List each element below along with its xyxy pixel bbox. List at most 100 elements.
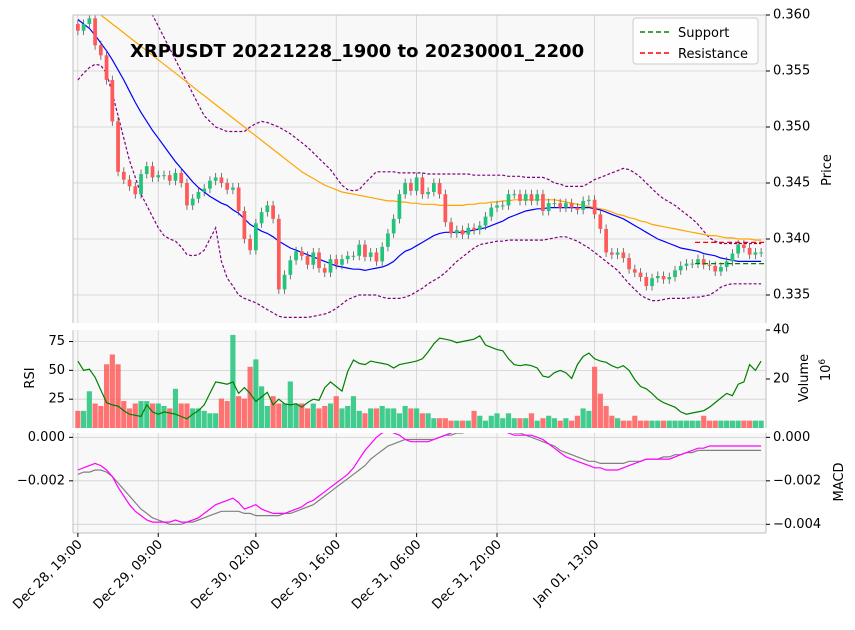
candle-down — [179, 172, 184, 183]
candle-up — [523, 194, 528, 201]
candle-up — [696, 259, 700, 264]
chart-title: XRPUSDT 20221228_1900 to 20230001_2200 — [130, 41, 584, 62]
candle-down — [420, 177, 425, 195]
candlesticks — [76, 15, 763, 294]
volume-bar — [431, 418, 437, 428]
candle-up — [535, 194, 540, 201]
candle-down — [225, 183, 230, 190]
price-tick-label: 0.340 — [773, 232, 810, 247]
volume-bar — [557, 420, 563, 428]
candle-up — [368, 252, 373, 257]
volume-bar — [327, 403, 334, 428]
volume-bar — [718, 420, 724, 428]
candle-up — [403, 183, 408, 195]
rsi-tick-label: 50 — [48, 363, 65, 378]
volume-bar — [511, 418, 517, 428]
legend-support-label: Support — [678, 26, 729, 41]
volume-bar — [482, 420, 489, 428]
volume-bar — [356, 410, 362, 428]
candle-up — [231, 187, 235, 190]
candle-down — [363, 244, 367, 257]
candle-down — [472, 227, 476, 231]
bollinger-upper-line — [151, 15, 762, 245]
volume-bar — [385, 408, 391, 428]
volume-bar — [626, 420, 632, 428]
candle-up — [552, 203, 557, 205]
candle-up — [288, 260, 293, 275]
candle-up — [506, 194, 511, 206]
rsi-tick-label: 25 — [48, 392, 65, 407]
candle-up — [162, 175, 166, 177]
volume-bar — [304, 408, 311, 428]
volume-bar — [729, 420, 736, 428]
volume-bar — [419, 413, 425, 428]
volume-bar — [660, 420, 667, 428]
volume-bar — [758, 420, 764, 428]
candle-up — [294, 251, 298, 261]
volume-bar — [672, 420, 678, 428]
candle-down — [449, 222, 453, 234]
sma-slow-line — [99, 15, 762, 241]
price-axis-label: Price — [820, 154, 835, 186]
volume-bar — [236, 396, 242, 428]
candle-down — [609, 252, 614, 255]
volume-bar — [540, 418, 546, 428]
candle-up — [87, 18, 92, 24]
volume-bar — [190, 408, 196, 428]
candle-up — [667, 277, 672, 280]
rsi-line — [77, 334, 762, 420]
candle-down — [707, 264, 712, 266]
candle-up — [615, 252, 620, 255]
candle-down — [219, 177, 224, 183]
candle-down — [76, 23, 80, 31]
rsi-tick-label: 75 — [48, 334, 65, 349]
volume-bar — [259, 386, 265, 428]
volume-bar — [752, 420, 758, 428]
candle-up — [190, 198, 195, 206]
volume-bar — [155, 403, 161, 428]
macd-main-line — [77, 433, 762, 523]
candle-up — [391, 218, 396, 234]
candle-down — [93, 18, 97, 46]
volume-tick-label: 20 — [773, 372, 790, 387]
candle-down — [598, 214, 603, 229]
candle-down — [575, 207, 580, 210]
volume-bar — [724, 420, 730, 428]
volume-bar — [167, 408, 173, 428]
volume-bar — [81, 410, 87, 428]
candle-down — [185, 183, 189, 206]
candle-down — [334, 259, 339, 265]
volume-bar — [379, 405, 385, 428]
candle-down — [133, 186, 138, 195]
candle-up — [144, 166, 149, 175]
volume-bar — [666, 420, 672, 428]
candle-up — [546, 203, 551, 211]
volume-bar — [546, 415, 552, 428]
support-resistance-lines — [695, 241, 766, 265]
candle-up — [673, 270, 677, 278]
candle-down — [742, 244, 746, 248]
candle-down — [248, 239, 252, 251]
volume-bar — [448, 420, 454, 428]
volume-bar — [201, 410, 207, 428]
volume-bar — [310, 403, 316, 428]
price-overlay-lines — [77, 15, 762, 318]
candle-up — [81, 23, 86, 31]
candle-down — [116, 121, 120, 172]
candle-up — [397, 194, 402, 219]
volume-bar — [224, 401, 230, 428]
candle-down — [747, 247, 752, 255]
volume-bar — [551, 418, 558, 428]
price-tick-label: 0.355 — [773, 64, 810, 79]
legend-resistance-label: Resistance — [678, 47, 748, 62]
volume-bar — [637, 420, 644, 428]
volume-bar — [471, 410, 477, 428]
volume-bar — [172, 388, 179, 428]
volume-bar — [270, 396, 276, 428]
candle-down — [638, 272, 643, 278]
volume-bar — [213, 413, 219, 428]
candle-up — [328, 259, 333, 273]
candle-down — [322, 268, 327, 273]
volume-bar — [373, 408, 380, 428]
